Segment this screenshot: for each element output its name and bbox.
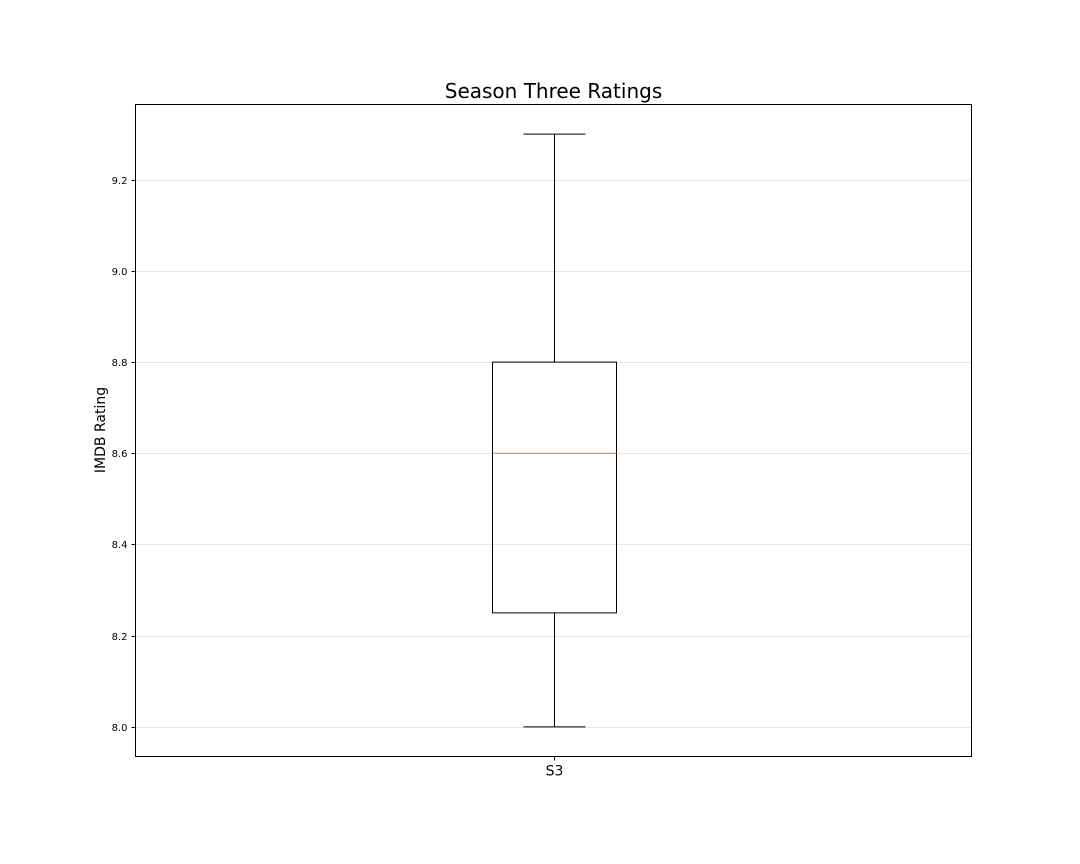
box-iqr (492, 361, 617, 614)
y-axis-label: IMDB Rating (93, 387, 109, 473)
y-tick-label: 8.2 (112, 632, 128, 643)
chart-title: Season Three Ratings (445, 79, 663, 103)
y-axis: 8.0 8.2 8.4 8.6 8.8 9.0 9.2 (112, 176, 136, 734)
y-tick-label: 8.0 (112, 723, 128, 734)
x-tick-label: S3 (546, 764, 564, 780)
y-tick-label: 8.4 (112, 540, 128, 551)
y-tick-label: 8.6 (112, 449, 128, 460)
y-tick-label: 9.0 (112, 267, 128, 278)
y-tick-label: 8.8 (112, 358, 128, 369)
grid-layer (135, 180, 972, 728)
box-plot (492, 133, 617, 728)
plot-frame (135, 104, 972, 757)
y-tick-label: 9.2 (112, 176, 128, 187)
x-axis: S3 (546, 756, 564, 780)
